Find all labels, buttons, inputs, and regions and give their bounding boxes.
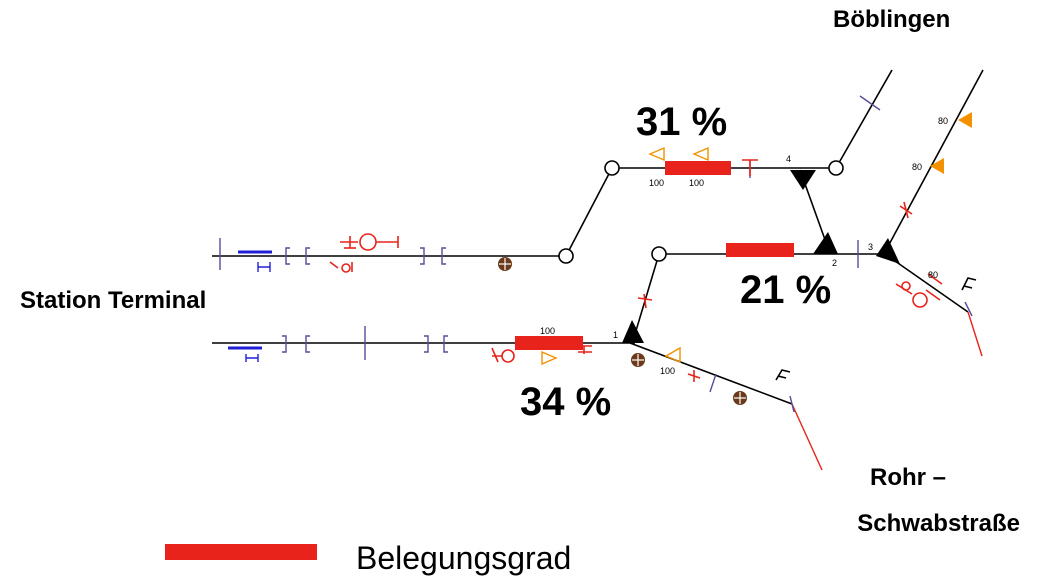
orange-signal-outline: [664, 346, 681, 364]
speed-label: 100: [660, 366, 675, 376]
bracket-mark: [443, 335, 448, 353]
bracket-mark: [305, 335, 310, 353]
signal-post: [687, 370, 701, 382]
occupancy-bar-upper: [665, 161, 731, 175]
boblingen-line-2: [884, 69, 984, 253]
orange-signal-outline: [541, 350, 558, 366]
rohr-continuation: [791, 403, 823, 471]
speed-label: 80: [938, 116, 948, 126]
track-number: 3: [868, 242, 873, 252]
rohr-line: [629, 342, 793, 405]
junction-node: [558, 248, 574, 264]
stop-mark: [961, 277, 977, 291]
buffer-mark-upper: [257, 262, 271, 272]
section-mark: [789, 395, 795, 413]
occupancy-middle: 21 %: [740, 268, 832, 312]
signal-head: [912, 292, 928, 308]
boblingen-line-1: [835, 69, 893, 169]
rohr-label-line1: Rohr –: [869, 464, 946, 491]
right-continuation: [967, 311, 983, 357]
occupancy-bar-middle: [726, 243, 794, 257]
signal-post: [895, 283, 941, 301]
signal-post: [637, 293, 653, 309]
occupancy-bar-lower: [515, 336, 583, 350]
speed-label: 100: [540, 326, 555, 336]
signal-post: [578, 345, 592, 354]
track-number: 1: [613, 330, 618, 340]
speed-label: 100: [689, 178, 704, 188]
track-number: 4: [786, 154, 791, 164]
buffer-stops: [228, 250, 272, 350]
boblingen-label: Böblingen: [833, 6, 951, 33]
red-continuations: [791, 311, 983, 471]
red-signals: [329, 159, 943, 382]
signal-post: [340, 236, 399, 248]
buffer-stop-marks: [245, 262, 271, 362]
section-mark: [964, 301, 973, 317]
orange-signal: [930, 158, 944, 174]
bracket-mark: [305, 247, 310, 265]
orange-signals: [541, 112, 972, 366]
signal-post: [491, 347, 502, 363]
station-terminal-label: Station Terminal: [20, 287, 207, 314]
speed-label: 100: [649, 178, 664, 188]
occupancy-upper: 31 %: [636, 100, 728, 144]
switch-triangle: [622, 320, 644, 343]
middle-ramp: [634, 253, 660, 335]
signal-post: [927, 273, 943, 285]
signal-post: [329, 261, 353, 272]
signal-head-small: [341, 263, 351, 273]
right-branch: [884, 253, 969, 313]
bracket-mark: [420, 247, 425, 265]
section-mark: [859, 95, 881, 111]
junction-node: [828, 160, 844, 176]
signal-post: [742, 159, 758, 176]
speed-label: 80: [912, 162, 922, 172]
legend-swatch: [165, 544, 317, 560]
upper-ramp: [565, 167, 613, 257]
occupancy-bars: [515, 161, 794, 350]
switch-triangles: [622, 170, 900, 343]
switch-triangle: [876, 238, 900, 264]
switch-triangle: [813, 232, 838, 254]
junction-node: [604, 160, 620, 176]
bracket-mark: [424, 335, 429, 353]
speed-label: 80: [928, 270, 938, 280]
bracket-mark: [282, 335, 287, 353]
stop-marks: [775, 277, 977, 381]
orange-signal: [958, 112, 972, 128]
brown-markers: [498, 257, 747, 405]
orange-signal-outline: [692, 146, 709, 162]
signal-head: [359, 233, 377, 251]
junction-node: [651, 246, 667, 262]
small-track-labels: 100 100 100 100 80 80 80 4 2 3 1: [540, 116, 948, 376]
switch-triangle: [790, 170, 816, 190]
bracket-mark: [441, 247, 446, 265]
track-lines: [212, 69, 984, 405]
orange-signal-outline: [648, 146, 665, 162]
stop-mark: [775, 369, 791, 381]
track-number: 2: [832, 258, 837, 268]
legend-label: Belegungsgrad: [356, 540, 572, 576]
rohr-label-line2: Schwabstraße: [857, 510, 1020, 537]
buffer-mark-lower: [245, 354, 259, 362]
bracket-mark: [285, 247, 290, 265]
track-nodes: [558, 160, 844, 264]
signal-post: [899, 201, 913, 219]
section-mark: [709, 373, 717, 393]
occupancy-lower: 34 %: [520, 380, 612, 424]
signal-head: [501, 349, 515, 363]
